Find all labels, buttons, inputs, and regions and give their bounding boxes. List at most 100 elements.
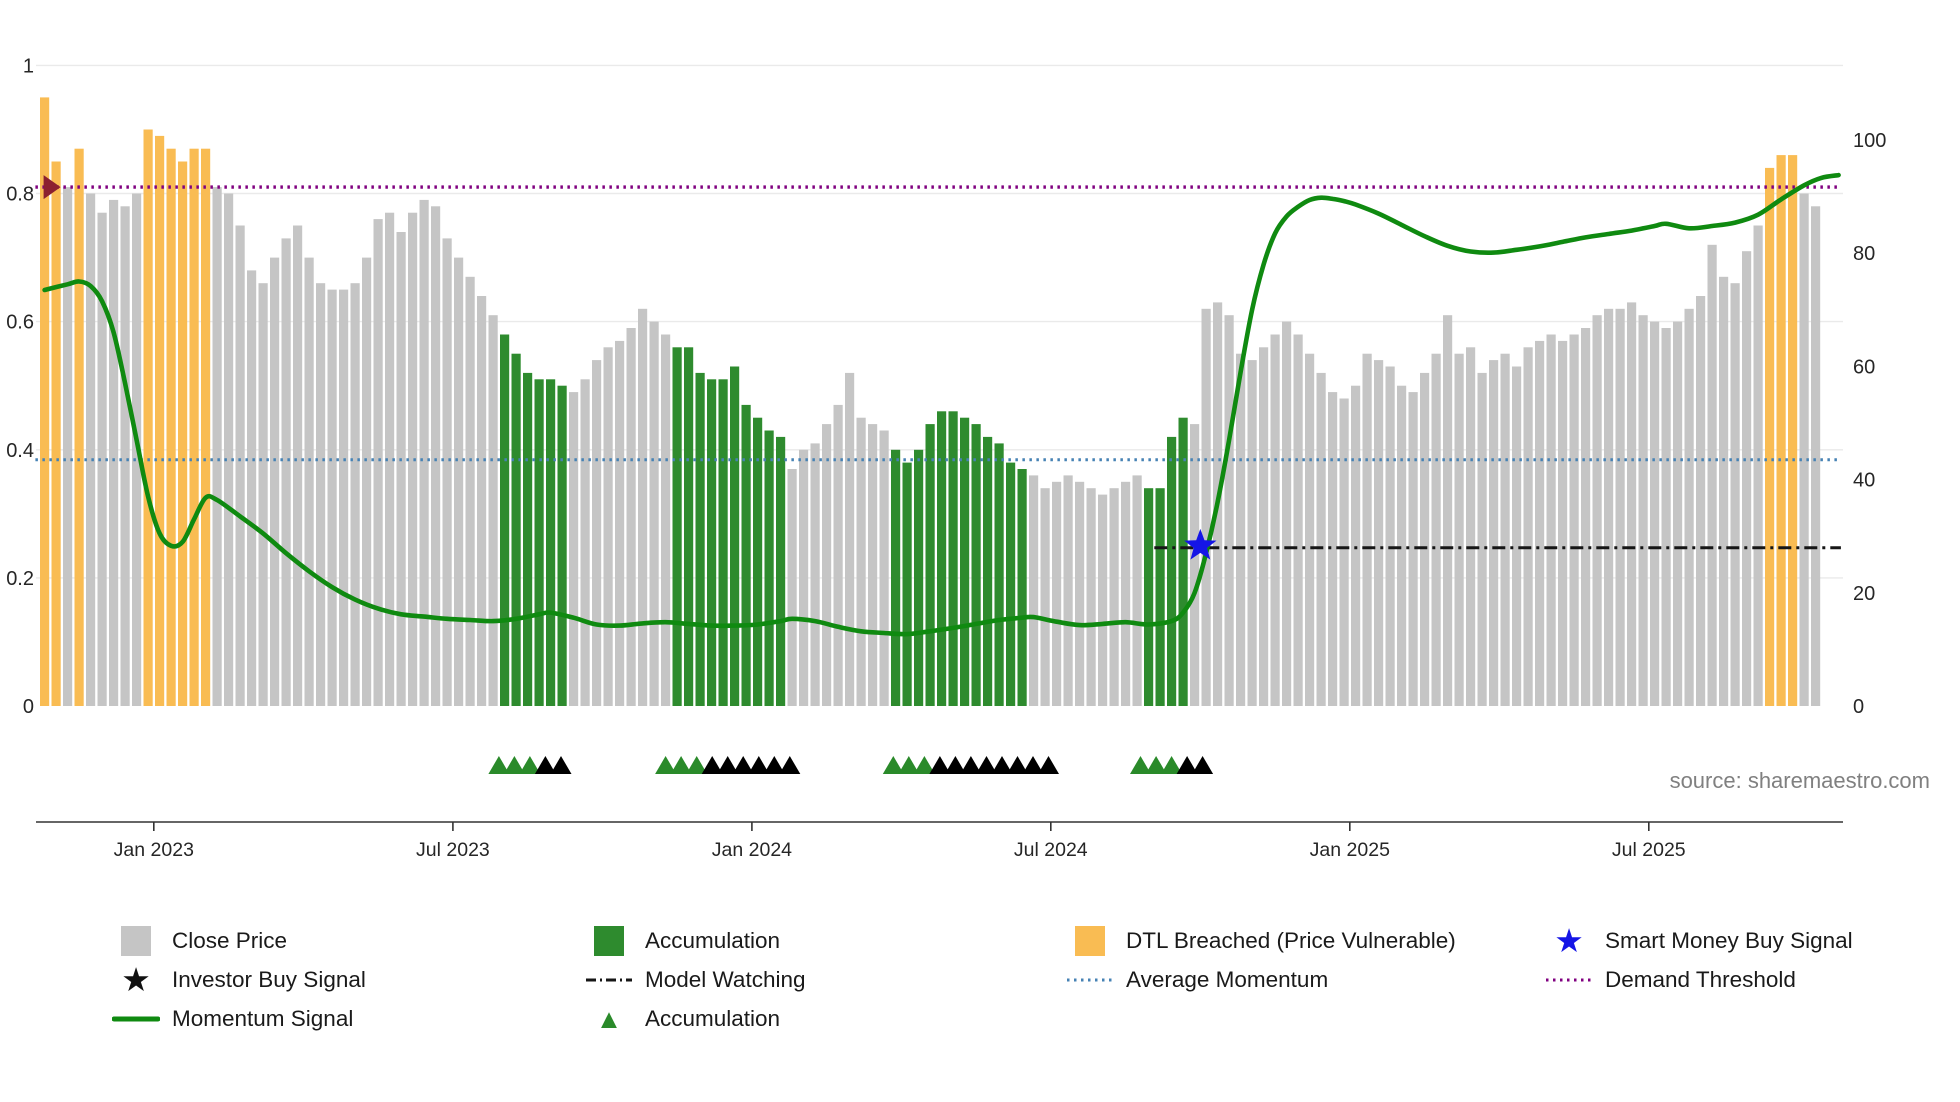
investor-buy-triangle-marker — [1022, 756, 1044, 774]
left-axis-tick-label: 0.4 — [6, 440, 34, 462]
close-price-bar — [224, 193, 234, 706]
close-price-bar — [1362, 353, 1372, 706]
accumulation-bar — [753, 417, 763, 706]
close-price-bar — [86, 193, 96, 706]
close-price-bar — [1592, 315, 1602, 706]
investor-buy-triangle-marker — [929, 756, 951, 774]
close-price-bar — [1431, 353, 1441, 706]
dtl-breached-bar — [40, 97, 50, 706]
close-price-bar — [477, 296, 487, 706]
close-price-bar — [569, 392, 579, 706]
accumulation-bar — [1017, 469, 1027, 706]
legend-column-1: Close Price ★ Investor Buy Signal Moment… — [112, 921, 366, 1038]
dtl-breached-swatch — [1075, 925, 1105, 956]
accumulation-bar — [1167, 436, 1177, 706]
accumulation-triangle-icon: ▲ — [595, 1003, 623, 1034]
close-price-bar — [258, 283, 268, 706]
close-price-bar — [1684, 308, 1694, 706]
smart-money-buy-signal-star — [1184, 528, 1217, 560]
close-price-bar — [845, 372, 855, 706]
source-credit: source: sharemaestro.com — [1669, 768, 1930, 793]
x-tick-label: Jan 2023 — [114, 839, 194, 861]
investor-buy-triangle-marker — [1176, 756, 1198, 774]
investor-buy-triangle-marker — [944, 756, 966, 774]
dtl-breached-bar — [155, 135, 165, 706]
legend-item-close-price: Close Price — [112, 921, 366, 960]
close-price-bar — [1224, 315, 1234, 706]
close-price-bar — [1121, 481, 1131, 706]
dtl-breached-bar — [201, 148, 211, 706]
close-price-bar — [316, 283, 326, 706]
accumulation-triangle-marker — [1145, 756, 1167, 774]
legend-label: Accumulation — [645, 1005, 781, 1031]
close-price-bar — [63, 187, 73, 707]
investor-buy-triangle-marker — [1007, 756, 1028, 774]
right-axis-tick-label: 60 — [1853, 356, 1875, 378]
close-price-bar — [270, 257, 280, 706]
close-price-bar — [1719, 276, 1729, 706]
legend-column-2: Accumulation Model Watching ▲ Accumulati… — [585, 921, 806, 1038]
close-price-bar — [120, 206, 130, 707]
close-price-bar — [1615, 308, 1625, 706]
close-price-bar — [1075, 481, 1085, 706]
close-price-bar — [1236, 353, 1246, 706]
dtl-breached-bar — [1788, 155, 1798, 707]
demand-threshold-line-icon — [1546, 978, 1592, 981]
accumulation-bar — [994, 443, 1004, 706]
investor-buy-triangle-marker — [1192, 756, 1214, 774]
close-price-bar — [1753, 225, 1763, 706]
accumulation-bar — [960, 417, 970, 706]
accumulation-triangle-marker — [488, 756, 510, 774]
investor-buy-triangle-marker — [717, 756, 739, 774]
close-price-bar — [247, 270, 257, 706]
accumulation-bar — [1144, 488, 1154, 706]
close-price-bar — [465, 276, 475, 706]
close-price-bar — [1351, 385, 1361, 706]
right-axis-tick-label: 0 — [1853, 696, 1864, 718]
left-axis-tick-label: 0.6 — [6, 312, 34, 334]
close-price-bar — [1339, 398, 1349, 706]
close-price-bar — [1558, 340, 1568, 706]
close-price-bar — [235, 225, 245, 706]
close-price-bar — [1374, 360, 1384, 706]
close-price-bar — [385, 212, 395, 706]
left-axis-tick-label: 0 — [23, 696, 34, 718]
legend-column-4: ★ Smart Money Buy Signal Demand Threshol… — [1545, 921, 1853, 999]
dtl-breached-bar — [143, 129, 153, 706]
close-price-bar — [1454, 353, 1464, 706]
right-axis-tick-label: 80 — [1853, 243, 1875, 265]
accumulation-bar — [523, 372, 533, 706]
investor-buy-triangle-marker — [779, 756, 801, 774]
accumulation-bar — [730, 366, 740, 706]
accumulation-bar — [557, 385, 567, 706]
close-price-bar — [1799, 193, 1809, 706]
accumulation-bar — [1178, 417, 1188, 706]
accumulation-triangle-marker — [503, 756, 525, 774]
investor-buy-triangle-marker — [991, 756, 1013, 774]
close-price-bar — [1696, 296, 1706, 706]
close-price-bar — [454, 257, 464, 706]
close-price-bar — [1132, 475, 1142, 706]
accumulation-triangle-marker — [898, 756, 920, 774]
accumulation-bar — [741, 404, 751, 706]
right-axis-tick-label: 100 — [1853, 130, 1886, 152]
accumulation-triangle-marker — [655, 756, 677, 774]
dtl-breached-bar — [51, 161, 61, 706]
close-price-bar — [1500, 353, 1510, 706]
close-price-bar — [1661, 328, 1671, 706]
close-price-bar — [304, 257, 314, 706]
close-price-bar — [1811, 206, 1821, 707]
left-axis-tick-label: 0.8 — [6, 184, 34, 206]
legend-item-demand-threshold: Demand Threshold — [1545, 960, 1853, 999]
accumulation-triangle-marker — [1161, 756, 1183, 774]
accumulation-triangle-marker — [1130, 756, 1151, 774]
x-tick-label: Jul 2025 — [1612, 839, 1686, 861]
dtl-breached-bar — [189, 148, 199, 706]
close-price-bar — [1604, 308, 1614, 706]
close-price-bar — [1282, 321, 1292, 706]
x-tick-label: Jan 2024 — [712, 839, 792, 861]
investor-buy-triangle-marker — [732, 756, 754, 774]
dtl-breached-bar — [1776, 155, 1786, 707]
investor-buy-triangle-marker — [550, 756, 572, 774]
accumulation-bar — [1155, 488, 1165, 706]
